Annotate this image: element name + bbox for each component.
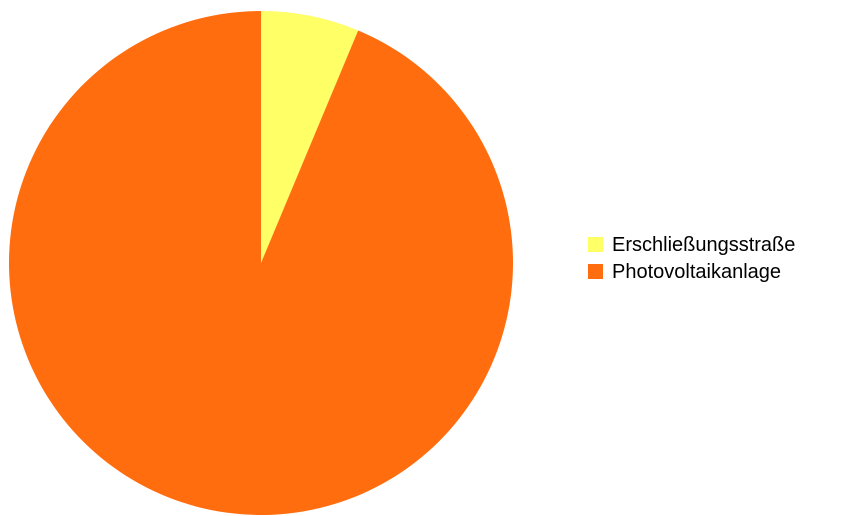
legend-swatch [588,237,603,252]
pie-slices [9,11,513,515]
legend-item-photovoltaikanlage: Photovoltaikanlage [588,258,795,285]
legend-label: Erschließungsstraße [612,233,796,256]
pie-slice-photovoltaikanlage [9,11,513,515]
pie-slice-erschliessungsstrasse [261,11,359,263]
legend-item-erschliessungsstrasse: Erschließungsstraße [588,231,795,258]
legend-label: Photovoltaikanlage [612,260,782,283]
legend: Erschließungsstraße Photovoltaikanlage [588,231,795,285]
legend-swatch [588,264,603,279]
